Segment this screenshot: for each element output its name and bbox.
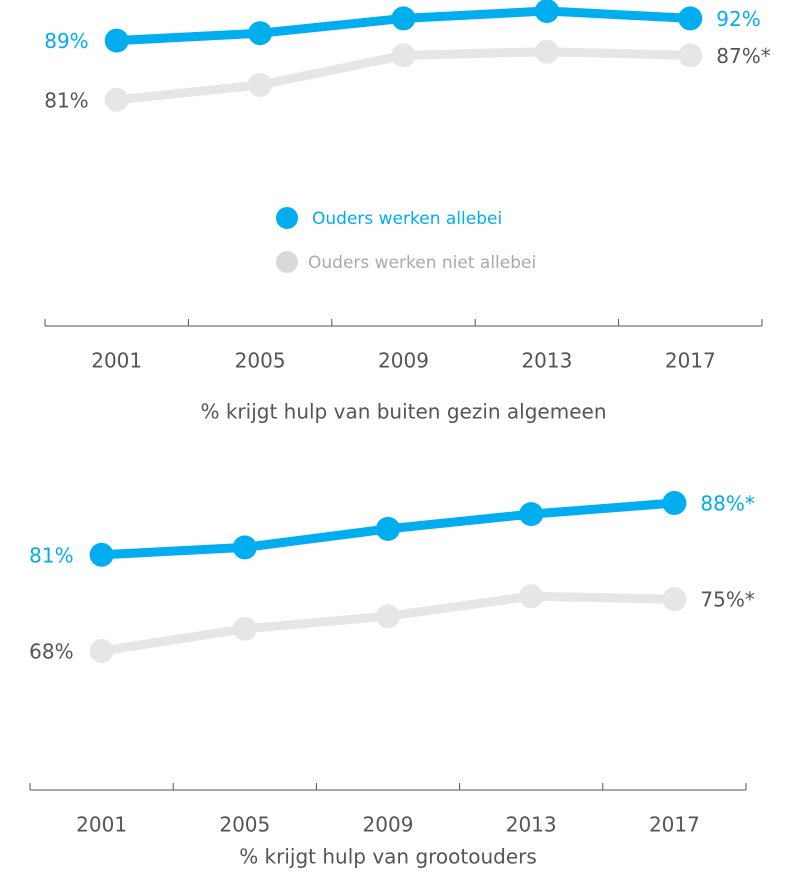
value-label: 81% [29,543,73,567]
value-label: 87%* [716,44,770,68]
x-tick-label: 2005 [219,813,270,837]
value-label: 89% [44,29,88,53]
x-tick-label: 2005 [235,349,286,373]
x-tick-label: 2009 [363,813,414,837]
value-label: 88%* [700,492,754,516]
value-label: 81% [44,88,88,112]
data-point [391,6,416,31]
legend-marker [276,207,298,229]
data-point [376,604,400,629]
data-point [662,587,687,612]
value-label: 75%* [700,588,754,612]
data-point [534,0,559,23]
legend-label: Ouders werken niet allebei [308,253,536,273]
legend-label: Ouders werken allebei [312,209,502,229]
data-point [232,535,257,560]
x-tick-label: 2013 [521,349,572,373]
x-tick-label: 2001 [91,349,142,373]
data-point [104,28,129,53]
value-label: 92% [716,7,760,31]
data-point [89,639,114,663]
data-point [391,43,416,68]
x-tick-label: 2001 [76,813,127,837]
data-point [519,584,544,609]
data-point [104,87,129,112]
x-tick-label: 2013 [506,813,557,837]
data-point [89,542,114,567]
data-point [248,21,273,46]
x-tick-label: 2009 [378,349,429,373]
x-axis-label: % krijgt hulp van buiten gezin algemeen [200,400,606,424]
legend-marker [276,251,298,273]
x-tick-label: 2017 [649,813,700,837]
data-point [534,39,559,64]
data-point [376,516,400,541]
data-point [519,502,544,527]
data-point [232,616,257,641]
data-point [248,73,273,97]
data-point [678,43,703,68]
data-point [662,491,687,515]
data-point [678,6,703,31]
x-tick-label: 2017 [665,349,716,373]
x-axis-label: % krijgt hulp van grootouders [239,845,537,869]
value-label: 68% [29,640,73,664]
